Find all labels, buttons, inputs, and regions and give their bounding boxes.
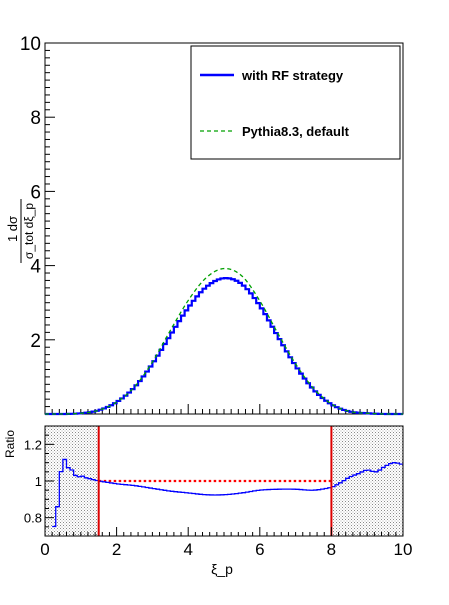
y-axis-title-numerator: 1 dσ	[5, 216, 20, 242]
main-y-axis-title: 1 dσ σ_tot dξ_p	[5, 199, 36, 263]
x-tick-label: 10	[394, 540, 413, 559]
ratio-boundary-lines	[97, 426, 333, 536]
ratio-panel: 0 2 4 6 8 10 0.8 1 1.2 Ratio ξ_p	[3, 425, 412, 577]
legend-label-rf: with RF strategy	[241, 68, 344, 83]
ratio-curve-group	[52, 458, 403, 528]
legend-box	[190, 45, 401, 160]
ratio-y-tick-label: 1	[35, 474, 42, 489]
main-panel: 2 4 6 8 10 with RF strategy Pythia8.3, defau…	[5, 34, 404, 416]
ratio-y-axis-title: Ratio	[3, 430, 17, 458]
series-pythia8-default	[45, 267, 403, 415]
x-axis-title: ξ_p	[211, 561, 233, 577]
ratio-curve	[52, 458, 403, 528]
series-with-rf-strategy	[45, 277, 403, 416]
x-tick-label: 2	[112, 540, 121, 559]
main-y-tick-label: 2	[30, 331, 41, 352]
main-series-group	[45, 267, 403, 416]
main-y-ticks: 2 4 6 8 10	[20, 34, 55, 415]
main-y-tick-label: 6	[30, 182, 41, 203]
x-tick-label: 0	[40, 540, 49, 559]
x-tick-label: 8	[327, 540, 336, 559]
x-tick-label: 4	[183, 540, 192, 559]
main-y-tick-label: 10	[20, 34, 41, 55]
main-y-tick-label: 8	[30, 108, 41, 129]
legend: with RF strategy Pythia8.3, default	[190, 45, 401, 160]
y-axis-title-denominator: σ_tot dξ_p	[22, 203, 36, 259]
legend-label-pythia: Pythia8.3, default	[242, 124, 350, 139]
ratio-x-ticks: 0 2 4 6 8 10	[40, 527, 412, 559]
ratio-y-tick-label: 0.8	[24, 511, 42, 526]
x-tick-label: 6	[255, 540, 264, 559]
ratio-y-ticks: 0.8 1 1.2	[24, 425, 54, 537]
ratio-y-tick-label: 1.2	[24, 437, 42, 452]
main-y-tick-label: 4	[30, 257, 41, 278]
main-x-ticks	[44, 404, 404, 414]
